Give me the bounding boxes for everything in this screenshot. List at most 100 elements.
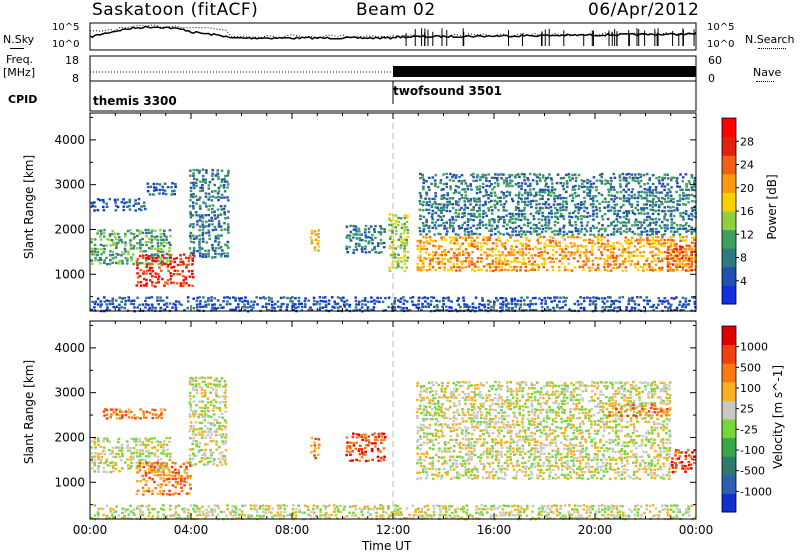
power-scatter-cell [523, 223, 526, 227]
power-scatter-cell [451, 203, 454, 206]
velocity-scatter-cell [200, 386, 204, 389]
power-scatter-cell [440, 236, 443, 239]
power-scatter-cell [124, 250, 127, 253]
power-scatter-cell [693, 242, 697, 245]
velocity-scatter-cell [467, 381, 471, 384]
power-scatter-cell [220, 196, 223, 199]
velocity-scatter-cell [218, 452, 222, 455]
power-scatter-cell [499, 196, 502, 199]
power-scatter-cell [449, 257, 453, 260]
power-scatter-cell [155, 182, 159, 186]
power-scatter-cell [482, 236, 486, 239]
power-scatter-cell [445, 233, 448, 236]
power-scatter-cell [490, 183, 493, 186]
power-scatter-cell [169, 243, 172, 247]
velocity-scatter-cell [159, 408, 163, 411]
velocity-scatter-cell [108, 440, 111, 443]
power-scatter-cell [168, 229, 172, 232]
power-scatter-cell [507, 263, 510, 266]
velocity-scatter-cell [103, 462, 106, 465]
power-scatter-cell [507, 302, 510, 305]
velocity-scatter-cell [456, 434, 459, 437]
power-scatter-cell [530, 268, 533, 271]
velocity-scatter-cell [138, 440, 141, 443]
velocity-scatter-cell [509, 444, 512, 448]
power-scatter-cell [543, 248, 547, 251]
power-scatter-cell [111, 261, 115, 264]
velocity-scatter-cell [139, 443, 142, 447]
velocity-scatter-cell [168, 473, 171, 477]
power-scatter-cell [670, 303, 673, 306]
velocity-scatter-cell [159, 441, 162, 444]
power-scatter-cell [574, 220, 577, 224]
power-scatter-cell [476, 244, 479, 248]
power-scatter-cell [467, 256, 470, 259]
velocity-scatter-cell [354, 447, 357, 451]
power-scatter-cell [105, 205, 109, 208]
power-scatter-cell [411, 303, 415, 306]
velocity-scatter-cell [209, 391, 212, 394]
power-scatter-cell [141, 256, 145, 260]
power-scatter-cell [639, 296, 642, 299]
power-scatter-cell [679, 214, 682, 218]
power-scatter-cell [568, 176, 571, 179]
velocity-scatter-cell [489, 385, 492, 388]
power-scatter-cell [502, 215, 505, 219]
power-scatter-cell [547, 218, 551, 222]
power-scatter-cell [152, 256, 156, 259]
velocity-scatter-cell [488, 462, 491, 465]
velocity-scatter-cell [431, 477, 435, 481]
power-scatter-cell [219, 184, 223, 187]
power-scatter-cell [650, 260, 654, 263]
power-scatter-cell [592, 226, 596, 230]
power-scatter-cell [96, 303, 100, 306]
power-scatter-cell [592, 195, 595, 198]
velocity-scatter-cell [509, 402, 512, 405]
power-scatter-cell [556, 221, 560, 224]
power-scatter-cell [598, 173, 602, 177]
power-scatter-cell [142, 270, 146, 273]
power-scatter-cell [547, 193, 550, 197]
velocity-scatter-cell [422, 468, 425, 471]
power-scatter-cell [516, 303, 519, 306]
velocity-scatter-cell [382, 458, 386, 461]
power-scatter-cell [364, 245, 367, 248]
power-scatter-cell [270, 297, 273, 300]
power-scatter-cell [574, 215, 578, 218]
velocity-scatter-cell [482, 468, 485, 471]
velocity-scatter-cell [212, 451, 215, 454]
power-scatter-cell [211, 256, 214, 259]
power-scatter-cell [503, 245, 506, 248]
power-scatter-cell [558, 241, 561, 244]
nsearch-dotted-line [758, 48, 786, 49]
power-scatter-cell [597, 233, 601, 236]
velocity-scatter-cell [138, 455, 142, 458]
power-scatter-cell [586, 178, 589, 182]
power-scatter-cell [162, 232, 166, 235]
power-scatter-cell [112, 305, 115, 309]
velocity-scatter-cell [425, 387, 429, 390]
power-scatter-cell [207, 184, 211, 187]
velocity-scatter-cell [109, 408, 113, 411]
power-scatter-cell [435, 260, 438, 264]
power-scatter-cell [476, 236, 479, 239]
velocity-scatter-cell [191, 379, 195, 382]
velocity-scatter-cell [156, 449, 159, 452]
power-scatter-cell [646, 199, 649, 203]
velocity-scatter-cell [204, 443, 207, 446]
power-scatter-cell [570, 251, 573, 254]
power-scatter-cell [468, 244, 471, 247]
power-scatter-cell [528, 263, 532, 266]
power-scatter-cell [652, 194, 655, 197]
velocity-scatter-cell [453, 387, 456, 390]
power-scatter-cell [443, 257, 447, 261]
velocity-scatter-cell [153, 454, 157, 458]
power-scatter-cell [645, 194, 649, 197]
power-scatter-cell [585, 230, 589, 233]
power-scatter-cell [163, 189, 167, 192]
power-scatter-cell [544, 230, 548, 233]
velocity-scatter-cell [223, 455, 227, 458]
velocity-scatter-cell [462, 459, 465, 463]
power-scatter-cell [567, 235, 570, 239]
power-scatter-cell [425, 191, 428, 194]
